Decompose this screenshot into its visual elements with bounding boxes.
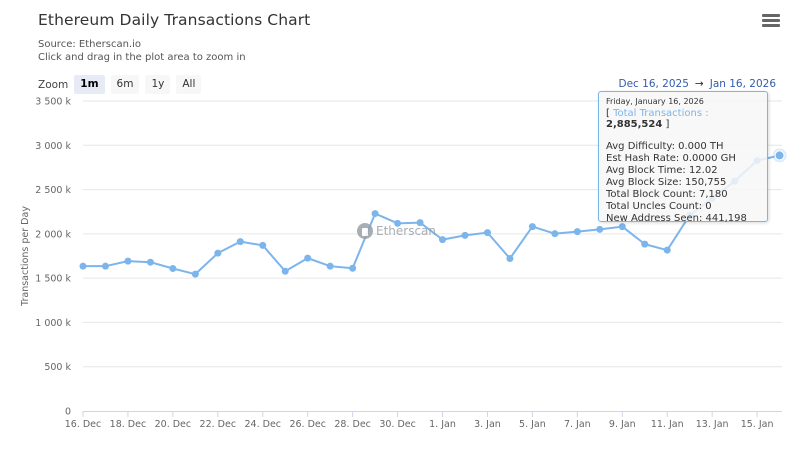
x-tick-label: 26. Dec (289, 419, 326, 430)
data-point[interactable] (483, 229, 491, 237)
data-point[interactable] (573, 228, 581, 236)
zoom-6m-button[interactable]: 6m (110, 75, 140, 94)
y-tick-label: 3 500 k (35, 97, 71, 108)
x-tick-label: 24. Dec (245, 419, 282, 430)
data-point[interactable] (146, 258, 154, 266)
etherscan-watermark: Etherscan (357, 223, 436, 239)
data-point[interactable] (506, 254, 514, 262)
chart-title: Ethereum Daily Transactions Chart (38, 11, 311, 29)
y-tick-label: 1 000 k (35, 318, 71, 329)
hamburger-menu-icon[interactable] (762, 14, 780, 30)
data-point[interactable] (191, 270, 199, 278)
tooltip: Friday, January 16, 2026 [ Total Transac… (598, 91, 768, 224)
x-tick-label: 3. Jan (474, 419, 501, 430)
range-to[interactable]: Jan 16, 2026 (709, 78, 776, 90)
data-point[interactable] (124, 257, 132, 265)
y-tick-label: 0 (65, 407, 71, 418)
tooltip-block-count: Total Block Count: 7,180 (606, 189, 728, 200)
data-point[interactable] (416, 219, 424, 227)
data-point[interactable] (528, 223, 536, 231)
zoom-1y-button[interactable]: 1y (145, 75, 171, 94)
chart-subtitle: Source: Etherscan.io Click and drag in t… (38, 38, 246, 64)
data-point[interactable] (663, 246, 671, 254)
data-point[interactable] (326, 262, 334, 270)
tooltip-hash-rate: Est Hash Rate: 0.0000 GH (606, 153, 736, 164)
data-point[interactable] (596, 225, 604, 233)
data-point[interactable] (461, 231, 469, 239)
tooltip-uncles-count: Total Uncles Count: 0 (606, 201, 712, 212)
tooltip-date: Friday, January 16, 2026 (606, 97, 704, 106)
tooltip-block-size: Avg Block Size: 150,755 (606, 177, 727, 188)
x-tick-label: 11. Jan (651, 419, 684, 430)
etherscan-logo-icon (357, 223, 373, 239)
data-point[interactable] (79, 262, 87, 270)
data-point[interactable] (101, 262, 109, 270)
x-tick-label: 30. Dec (379, 419, 416, 430)
date-range: Dec 16, 2025 → Jan 16, 2026 (618, 78, 776, 90)
source-text: Source: Etherscan.io (38, 39, 141, 50)
data-point[interactable] (259, 241, 267, 249)
zoom-all-button[interactable]: All (176, 75, 202, 94)
data-point[interactable] (371, 210, 379, 218)
y-tick-label: 2 500 k (35, 185, 71, 196)
x-tick-label: 5. Jan (519, 419, 546, 430)
tooltip-block-time: Avg Block Time: 12.02 (606, 165, 718, 176)
data-point[interactable] (169, 264, 177, 272)
data-point[interactable] (349, 264, 357, 272)
data-point[interactable] (394, 219, 402, 227)
x-tick-label: 7. Jan (564, 419, 591, 430)
x-tick-label: 28. Dec (334, 419, 371, 430)
data-point[interactable] (551, 230, 559, 238)
x-tick-label: 22. Dec (200, 419, 237, 430)
range-from[interactable]: Dec 16, 2025 (618, 78, 689, 90)
x-tick-label: 1. Jan (429, 419, 456, 430)
zoom-label: Zoom (38, 78, 69, 91)
zoom-1m-button[interactable]: 1m (74, 75, 105, 94)
x-tick-label: 13. Jan (696, 419, 729, 430)
x-tick-label: 18. Dec (110, 419, 147, 430)
y-axis-title: Transactions per Day (20, 206, 31, 307)
x-tick-label: 20. Dec (155, 419, 192, 430)
data-point[interactable] (439, 236, 447, 244)
zoom-selector: Zoom 1m 6m 1y All (38, 75, 207, 94)
data-point[interactable] (214, 249, 222, 257)
range-arrow-icon: → (694, 78, 704, 90)
series-line (83, 154, 780, 276)
x-tick-label: 15. Jan (741, 419, 774, 430)
data-point[interactable] (641, 240, 649, 248)
tooltip-new-address: New Address Seen: 441,198 (606, 213, 747, 224)
tooltip-total: [ Total Transactions : 2,885,524 ] (606, 108, 709, 130)
data-point[interactable] (281, 267, 289, 275)
y-tick-label: 2 000 k (35, 229, 71, 240)
y-tick-label: 3 000 k (35, 141, 71, 152)
data-point[interactable] (774, 150, 785, 161)
x-tick-label: 16. Dec (65, 419, 102, 430)
tooltip-avg-difficulty: Avg Difficulty: 0.000 TH (606, 141, 724, 152)
y-tick-label: 1 500 k (35, 274, 71, 285)
data-point[interactable] (236, 238, 244, 246)
x-tick-label: 9. Jan (609, 419, 636, 430)
y-tick-label: 500 k (44, 362, 71, 373)
zoom-hint-text: Click and drag in the plot area to zoom … (38, 52, 246, 63)
data-point[interactable] (304, 254, 312, 262)
data-point[interactable] (618, 223, 626, 231)
